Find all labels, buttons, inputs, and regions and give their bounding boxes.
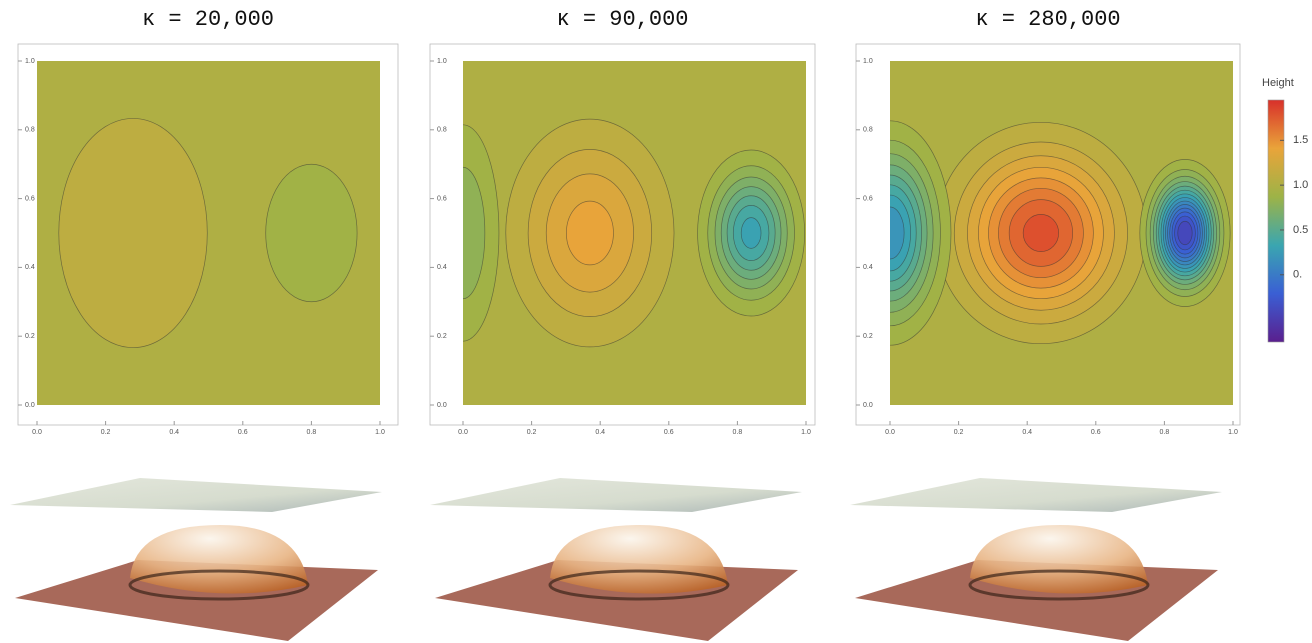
scene-3d [848, 476, 1224, 643]
contour-ring [890, 206, 905, 260]
x-tick-label: 0.2 [954, 429, 964, 436]
contour-ring [58, 118, 208, 348]
y-tick-label: 0.6 [25, 195, 35, 202]
colorbar-tick-label: 0.5 [1293, 224, 1308, 236]
x-tick-label: 1.0 [1228, 429, 1238, 436]
contour-ring [566, 200, 614, 266]
x-tick-label: 0.0 [32, 429, 42, 436]
colorbar [1267, 99, 1285, 343]
y-tick-label: 0.6 [437, 195, 447, 202]
scene-3d [8, 476, 384, 643]
x-tick-label: 0.4 [1022, 429, 1032, 436]
x-tick-label: 0.8 [733, 429, 743, 436]
y-tick-label: 0.6 [863, 195, 873, 202]
x-tick-label: 1.0 [801, 429, 811, 436]
y-tick-label: 0.8 [437, 127, 447, 134]
y-tick-label: 0.8 [25, 127, 35, 134]
y-tick-label: 1.0 [25, 58, 35, 65]
x-tick-label: 0.8 [307, 429, 317, 436]
plot-title: κ = 280,000 [975, 7, 1120, 32]
plot-frame [429, 43, 816, 426]
contour-ring [463, 166, 486, 300]
y-tick-label: 0.8 [863, 127, 873, 134]
contour-field [463, 61, 806, 405]
y-tick-label: 1.0 [437, 58, 447, 65]
scene-3d [428, 476, 804, 643]
y-tick-label: 0.4 [25, 264, 35, 271]
contour-ring [1177, 220, 1193, 246]
contour-ring [1022, 214, 1060, 252]
x-tick-label: 0.2 [527, 429, 537, 436]
y-tick-label: 0.4 [437, 264, 447, 271]
y-tick-label: 0.0 [25, 402, 35, 409]
contour-field [890, 61, 1233, 405]
y-tick-label: 0.0 [863, 402, 873, 409]
plot-frame [17, 43, 399, 426]
x-tick-label: 0.6 [1091, 429, 1101, 436]
y-tick-label: 0.2 [437, 333, 447, 340]
contour-field [37, 61, 380, 405]
y-tick-label: 0.2 [863, 333, 873, 340]
colorbar-tick-label: 0. [1293, 269, 1302, 281]
colorbar-tick-label: 1.5 [1293, 134, 1308, 146]
plot-frame [855, 43, 1241, 426]
y-tick-label: 0.0 [437, 402, 447, 409]
x-tick-label: 1.0 [375, 429, 385, 436]
x-tick-label: 0.4 [595, 429, 605, 436]
colorbar-tick-label: 1.0 [1293, 179, 1308, 191]
plots: κ = 20,000 0.0 0.2 0.4 0.6 0.8 1.0 0.0 0.2 0.4 0.6… [17, 7, 1308, 436]
x-tick-label: 0.4 [169, 429, 179, 436]
plot-title: κ = 20,000 [142, 7, 274, 32]
contour-ring [265, 163, 358, 303]
y-tick-label: 0.4 [863, 264, 873, 271]
contour-ring [740, 217, 762, 249]
y-tick-label: 1.0 [863, 58, 873, 65]
x-tick-label: 0.8 [1160, 429, 1170, 436]
x-tick-label: 0.2 [101, 429, 111, 436]
colorbar-label: Height [1262, 77, 1294, 89]
x-tick-label: 0.6 [664, 429, 674, 436]
x-tick-label: 0.6 [238, 429, 248, 436]
x-tick-label: 0.0 [458, 429, 468, 436]
plot-title: κ = 90,000 [556, 7, 688, 32]
x-tick-label: 0.0 [885, 429, 895, 436]
y-tick-label: 0.2 [25, 333, 35, 340]
